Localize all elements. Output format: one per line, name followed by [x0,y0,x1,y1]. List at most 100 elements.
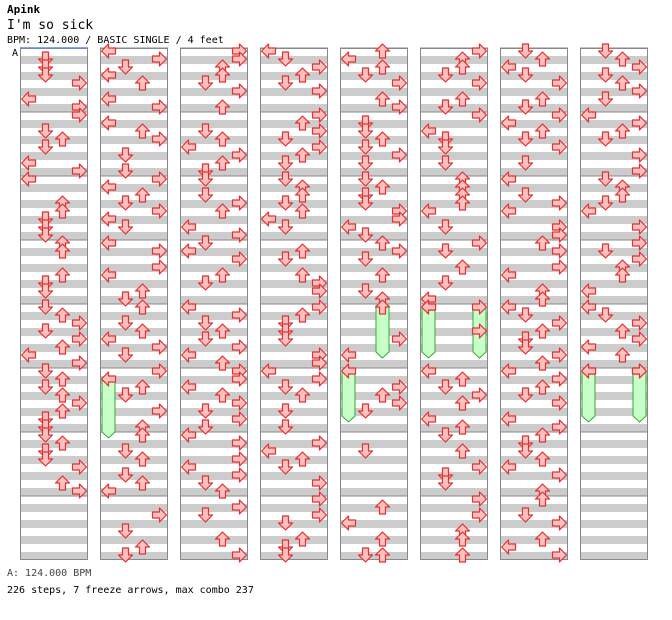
left-arrow-icon [580,283,597,299]
stripe-grey [260,504,328,512]
stripe-white [420,256,488,264]
down-arrow-icon [277,195,294,211]
stripe-white [180,448,248,456]
stripe-grey [20,152,88,160]
right-arrow-icon [231,195,248,211]
stripe-grey [260,424,328,432]
stripe-white [580,528,648,536]
arrow-shape [214,131,231,147]
arrow-shape [454,443,471,459]
stripe-white [100,400,168,408]
stripe-grey [580,552,648,560]
stripe-grey [100,168,168,176]
stripe-grey [180,488,248,496]
arrow-shape [551,139,568,155]
stripe-white [420,96,488,104]
stripe-grey [340,312,408,320]
stripe-white [100,320,168,328]
arrow-shape [597,131,614,147]
arrow-shape [277,75,294,91]
stripe-grey [260,312,328,320]
right-arrow-icon [631,59,648,75]
stripe-grey [340,456,408,464]
arrow-shape [517,443,534,459]
right-arrow-icon [631,363,648,379]
left-arrow-icon [340,51,357,67]
arrow-shape [294,203,311,219]
arrow-shape [471,235,488,251]
arrow-shape [534,451,551,467]
down-arrow-icon [117,147,134,163]
stripe-grey [580,136,648,144]
stripe-grey [100,264,168,272]
stripe-grey [420,488,488,496]
arrow-shape [391,395,408,411]
arrow-shape [580,299,597,315]
arrow-shape [597,171,614,187]
left-arrow-icon [580,363,597,379]
stripe-grey [580,328,648,336]
arrow-shape [437,427,454,443]
stripe-grey [260,200,328,208]
stripe-grey [20,264,88,272]
stripe-white [20,368,88,376]
stripe-white [180,400,248,408]
stripe-grey [260,296,328,304]
stripe-white [260,336,328,344]
right-arrow-icon [551,195,568,211]
stripe-grey [340,120,408,128]
stripe-white [500,224,568,232]
stripe-white [180,416,248,424]
stripe-white [180,128,248,136]
down-arrow-icon [37,451,54,467]
stripe-grey [500,456,568,464]
stripe-white [20,144,88,152]
stripe-grey [500,312,568,320]
stripe-grey [20,376,88,384]
arrow-shape [340,347,357,363]
stripe-grey [420,184,488,192]
stripe-grey [180,392,248,400]
stripe-white [500,208,568,216]
stripe-grey [580,456,648,464]
arrow-shape [151,131,168,147]
up-arrow-icon [54,475,71,491]
arrow-shape [580,107,597,123]
right-arrow-icon [311,507,328,523]
arrow-shape [37,283,54,299]
stripe-grey [100,424,168,432]
stripe-grey [420,344,488,352]
stripe-grey [580,488,648,496]
stripe-white [20,352,88,360]
stripe-white [100,448,168,456]
arrow-shape [311,435,328,451]
arrow-shape [100,115,117,131]
stripe-grey [420,552,488,560]
stripe-white [180,256,248,264]
arrow-shape [37,299,54,315]
stripe-grey [20,504,88,512]
stripe-grey [420,536,488,544]
stripe-grey [180,552,248,560]
stripe-grey [260,488,328,496]
up-arrow-icon [454,443,471,459]
down-arrow-icon [277,547,294,563]
stripe-white [340,288,408,296]
stripe-white [500,336,568,344]
down-arrow-icon [117,291,134,307]
stripe-grey [420,216,488,224]
stripe-grey [100,248,168,256]
arrow-shape [260,443,277,459]
stripe-grey [100,312,168,320]
column-frame [500,48,568,560]
stripe-grey [100,328,168,336]
right-arrow-icon [151,243,168,259]
right-arrow-icon [311,83,328,99]
stripe-white [580,96,648,104]
arrow-shape [420,203,437,219]
stripe-grey [500,504,568,512]
right-arrow-icon [551,107,568,123]
arrow-shape [180,379,197,395]
arrow-shape [631,147,648,163]
stripe-white [420,224,488,232]
